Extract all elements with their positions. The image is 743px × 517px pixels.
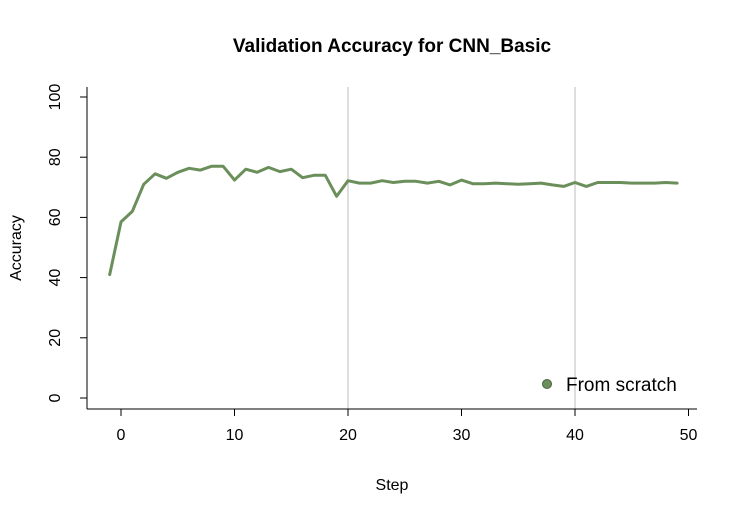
x-tick-label-0: 0 <box>117 427 126 444</box>
y-tick-label-80: 80 <box>47 148 64 166</box>
series-line-0 <box>108 164 679 277</box>
chart-title: Validation Accuracy for CNN_Basic <box>233 36 552 57</box>
y-tick-label-40: 40 <box>47 269 64 287</box>
y-axis-label: Accuracy <box>8 215 25 281</box>
legend: From scratch <box>542 375 677 396</box>
y-tick-label-100: 100 <box>47 84 64 111</box>
plot-area: 0 10 20 30 40 50 0 20 40 60 80 100 <box>47 84 698 444</box>
y-tick-label-60: 60 <box>47 208 64 226</box>
y-tick-label-20: 20 <box>47 329 64 347</box>
x-tick-label-40: 40 <box>566 427 584 444</box>
x-axis-label: Step <box>376 477 409 494</box>
x-tick-label-20: 20 <box>339 427 357 444</box>
x-tick-label-50: 50 <box>680 427 698 444</box>
legend-marker <box>542 379 552 389</box>
x-tick-label-30: 30 <box>453 427 471 444</box>
y-tick-label-0: 0 <box>47 393 64 402</box>
legend-label: From scratch <box>566 375 677 396</box>
x-tick-label-10: 10 <box>226 427 244 444</box>
